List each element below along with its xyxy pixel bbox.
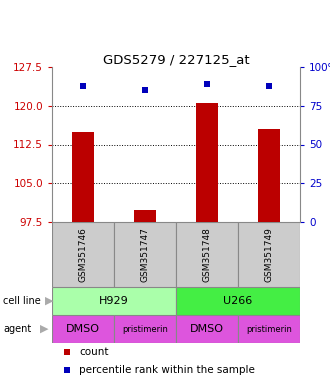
Bar <box>52 315 114 343</box>
Text: GSM351746: GSM351746 <box>79 227 87 282</box>
Text: pristimerin: pristimerin <box>122 324 168 333</box>
Text: U266: U266 <box>223 296 253 306</box>
Bar <box>238 222 300 287</box>
Bar <box>176 315 238 343</box>
Bar <box>52 287 176 315</box>
Text: percentile rank within the sample: percentile rank within the sample <box>79 365 255 375</box>
Bar <box>196 103 218 222</box>
Bar <box>114 222 176 287</box>
Bar <box>176 222 238 287</box>
Text: cell line: cell line <box>3 296 41 306</box>
Text: ▶: ▶ <box>40 324 48 334</box>
Text: GSM351748: GSM351748 <box>203 227 212 282</box>
Text: ▶: ▶ <box>45 296 53 306</box>
Bar <box>238 315 300 343</box>
Bar <box>52 222 114 287</box>
Text: H929: H929 <box>99 296 129 306</box>
Bar <box>134 210 156 222</box>
Bar <box>114 315 176 343</box>
Bar <box>72 132 94 222</box>
Text: count: count <box>79 347 109 357</box>
Text: DMSO: DMSO <box>66 324 100 334</box>
Text: DMSO: DMSO <box>190 324 224 334</box>
Title: GDS5279 / 227125_at: GDS5279 / 227125_at <box>103 53 249 66</box>
Bar <box>176 287 300 315</box>
Text: GSM351747: GSM351747 <box>141 227 149 282</box>
Text: agent: agent <box>3 324 32 334</box>
Text: pristimerin: pristimerin <box>246 324 292 333</box>
Bar <box>258 129 280 222</box>
Text: GSM351749: GSM351749 <box>265 227 274 282</box>
